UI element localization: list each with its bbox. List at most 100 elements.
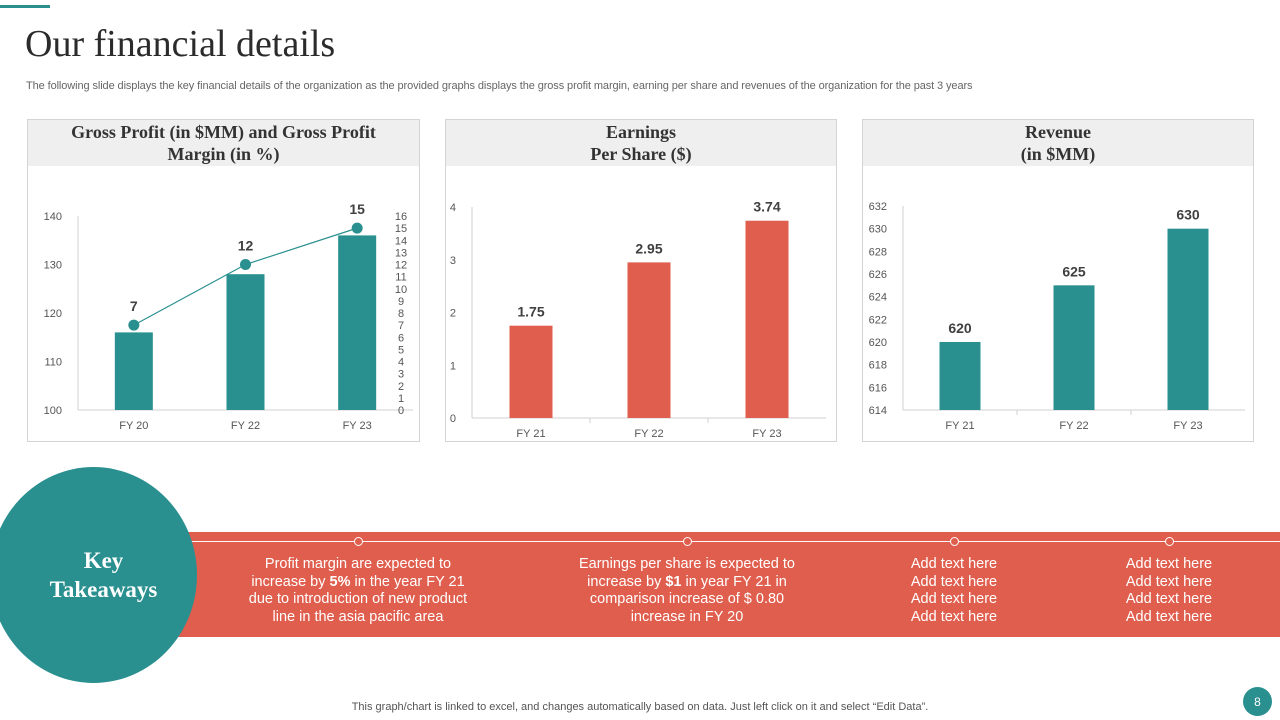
x-tick-label: FY 23	[1173, 420, 1202, 432]
eps-panel-title: Earnings Per Share ($)	[446, 120, 836, 166]
takeaway-text: increase by	[587, 573, 666, 590]
data-label: 625	[1062, 263, 1086, 279]
footer-note: This graph/chart is linked to excel, and…	[351, 701, 929, 713]
y2-tick-label: 0	[398, 405, 404, 417]
takeaway-line: increase by $1 in year FY 21 in	[557, 574, 817, 592]
y2-tick-label: 11	[395, 272, 406, 284]
takeaways-timeline	[190, 541, 1280, 542]
y-tick-label: 4	[450, 202, 456, 214]
revenue-panel-title: Revenue (in $MM)	[863, 120, 1253, 166]
takeaway-item-2: Earnings per share is expected to increa…	[557, 556, 817, 626]
y-tick-label: 614	[869, 405, 887, 417]
panel-title-line: (in $MM)	[1020, 144, 1096, 164]
x-tick-label: FY 21	[516, 428, 545, 440]
takeaway-line: Add text here	[1125, 591, 1213, 607]
heading-line: Key	[83, 548, 124, 573]
x-tick-label: FY 22	[1059, 420, 1088, 432]
margin-point	[128, 319, 140, 331]
y-tick-label: 0	[450, 413, 456, 425]
y2-tick-label: 10	[395, 284, 407, 296]
takeaway-line: comparison increase of $ 0.80	[589, 591, 785, 607]
panel-title-line: Earnings	[605, 122, 677, 142]
takeaway-line: increase by 5% in the year FY 21	[228, 574, 488, 592]
panel-title-line: Gross Profit (in $MM) and Gross Profit	[71, 122, 376, 142]
y2-tick-label: 16	[395, 211, 407, 223]
takeaway-line: Add text here	[1125, 556, 1213, 572]
x-tick-label: FY 23	[343, 420, 372, 432]
takeaway-line: Add text here	[1125, 608, 1213, 625]
takeaway-line: Add text here	[910, 591, 998, 607]
y2-tick-label: 9	[398, 296, 404, 308]
revenue-chart[interactable]: 614 616 618 620 622 624 626 628 630 632 FY 21 FY 22…	[863, 120, 1255, 443]
y2-tick-label: 6	[398, 332, 404, 344]
takeaway-text: increase by	[251, 573, 330, 590]
timeline-dot	[354, 537, 363, 546]
y2-tick-label: 3	[398, 369, 404, 381]
y-tick-label: 618	[869, 360, 887, 372]
eps-panel: Earnings Per Share ($) 0 1 2 3 4 FY 21 FY 22 FY…	[445, 119, 837, 442]
bar	[627, 262, 671, 418]
timeline-dot	[950, 537, 959, 546]
takeaway-line: Add text here	[910, 573, 998, 590]
takeaway-line: increase in FY 20	[630, 608, 744, 625]
bar	[1167, 228, 1209, 410]
data-label: 3.74	[753, 199, 780, 215]
takeaway-line: Add text here	[910, 608, 998, 625]
y2-tick-label: 2	[398, 381, 404, 393]
data-label: 7	[130, 298, 138, 314]
bar	[226, 274, 265, 410]
bar	[745, 220, 789, 418]
bar	[1053, 285, 1095, 410]
top-accent-bar	[0, 5, 50, 8]
x-tick-label: FY 21	[945, 420, 974, 432]
bar	[114, 332, 153, 410]
x-tick-label: FY 23	[752, 428, 781, 440]
x-tick-label: FY 20	[119, 420, 148, 432]
y2-tick-label: 8	[398, 308, 404, 320]
key-takeaways-circle: Key Takeaways	[0, 467, 197, 683]
margin-point	[351, 222, 363, 234]
data-label: 1.75	[517, 304, 544, 320]
y2-tick-label: 13	[395, 247, 407, 259]
slide-subtitle: The following slide displays the key fin…	[26, 80, 973, 92]
y-tick-label: 3	[450, 255, 456, 267]
key-takeaways-heading: Key Takeaways	[29, 546, 179, 604]
y-tick-label: 110	[44, 357, 62, 369]
gross-profit-panel-title: Gross Profit (in $MM) and Gross Profit M…	[28, 120, 419, 166]
y-tick-label: 628	[869, 246, 887, 258]
revenue-panel: Revenue (in $MM) 614 616 618 620 622 624 626 62…	[862, 119, 1254, 442]
margin-point	[240, 259, 251, 270]
timeline-dot	[683, 537, 692, 546]
takeaway-item-3: Add text here Add text here Add text her…	[874, 556, 1034, 626]
gross-profit-panel: Gross Profit (in $MM) and Gross Profit M…	[27, 119, 420, 442]
bar	[338, 235, 377, 410]
y-tick-label: 632	[869, 201, 887, 213]
heading-line: Takeaways	[49, 577, 158, 602]
x-tick-label: FY 22	[634, 428, 663, 440]
y-tick-label: 130	[44, 260, 62, 272]
takeaways-band	[150, 532, 1280, 637]
takeaway-line: line in the asia pacific area	[272, 608, 444, 625]
y2-tick-label: 14	[395, 235, 407, 247]
takeaway-item-4: Add text here Add text here Add text her…	[1089, 556, 1249, 626]
takeaway-line: Add text here	[1125, 573, 1213, 590]
takeaway-highlight: $1	[665, 573, 682, 590]
timeline-dot	[1165, 537, 1174, 546]
takeaway-text: in year FY 21 in	[681, 573, 787, 590]
takeaway-text: in the year FY 21	[350, 573, 465, 590]
panel-title-line: Per Share ($)	[590, 144, 692, 164]
eps-chart[interactable]: 0 1 2 3 4 FY 21 FY 22 FY 23 1.75 2.95 3.74	[446, 120, 838, 443]
y-tick-label: 120	[44, 308, 62, 320]
y2-tick-label: 5	[398, 344, 404, 356]
y-tick-label: 100	[44, 405, 62, 417]
bar	[509, 325, 553, 418]
takeaway-item-1: Profit margin are expected to increase b…	[228, 556, 488, 626]
y-tick-label: 616	[869, 382, 887, 394]
takeaway-line: Add text here	[910, 556, 998, 572]
y2-tick-label: 7	[398, 320, 404, 332]
data-label: 630	[1176, 207, 1200, 223]
x-tick-label: FY 22	[231, 420, 260, 432]
data-label: 620	[948, 320, 972, 336]
takeaway-line: Profit margin are expected to	[264, 556, 452, 572]
